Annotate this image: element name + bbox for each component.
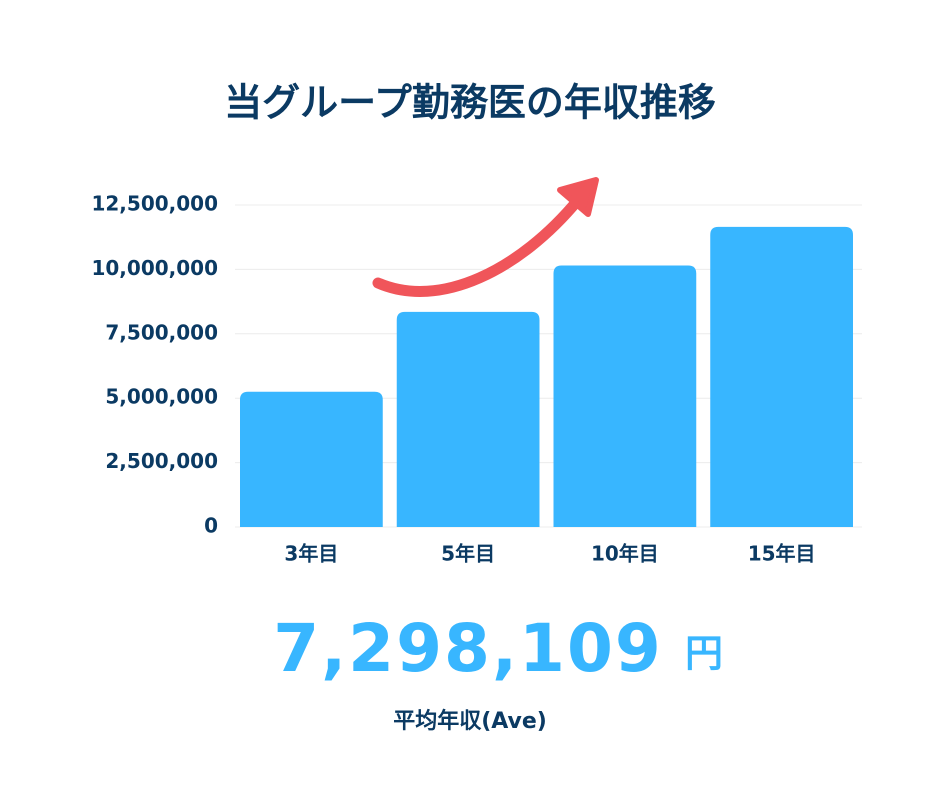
average-unit: 円	[685, 632, 723, 676]
trend-arrow	[372, 194, 584, 297]
y-tick-label: 2,500,000	[105, 449, 218, 473]
average-label: 平均年収(Ave)	[393, 708, 547, 734]
average-value: 7,298,109	[273, 610, 663, 687]
arrow-head	[557, 177, 599, 217]
x-tick-label: 3年目	[284, 542, 338, 566]
x-tick-label: 5年目	[441, 542, 495, 566]
y-tick-label: 10,000,000	[91, 256, 218, 280]
y-tick-label: 0	[204, 514, 218, 538]
plot-area: 0 2,500,000 5,000,000 7,500,000 10,000,000 12…	[91, 192, 862, 566]
bar	[553, 265, 697, 527]
chart-title: 当グループ勤務医の年収推移	[224, 81, 716, 125]
x-tick-label: 15年目	[748, 542, 816, 566]
y-tick-label: 7,500,000	[105, 320, 218, 344]
y-tick-label: 5,000,000	[105, 385, 218, 409]
bar	[240, 391, 383, 527]
bar	[710, 226, 853, 527]
bar	[396, 311, 540, 527]
x-tick-label: 10年目	[591, 542, 659, 566]
y-tick-label: 12,500,000	[91, 192, 218, 216]
